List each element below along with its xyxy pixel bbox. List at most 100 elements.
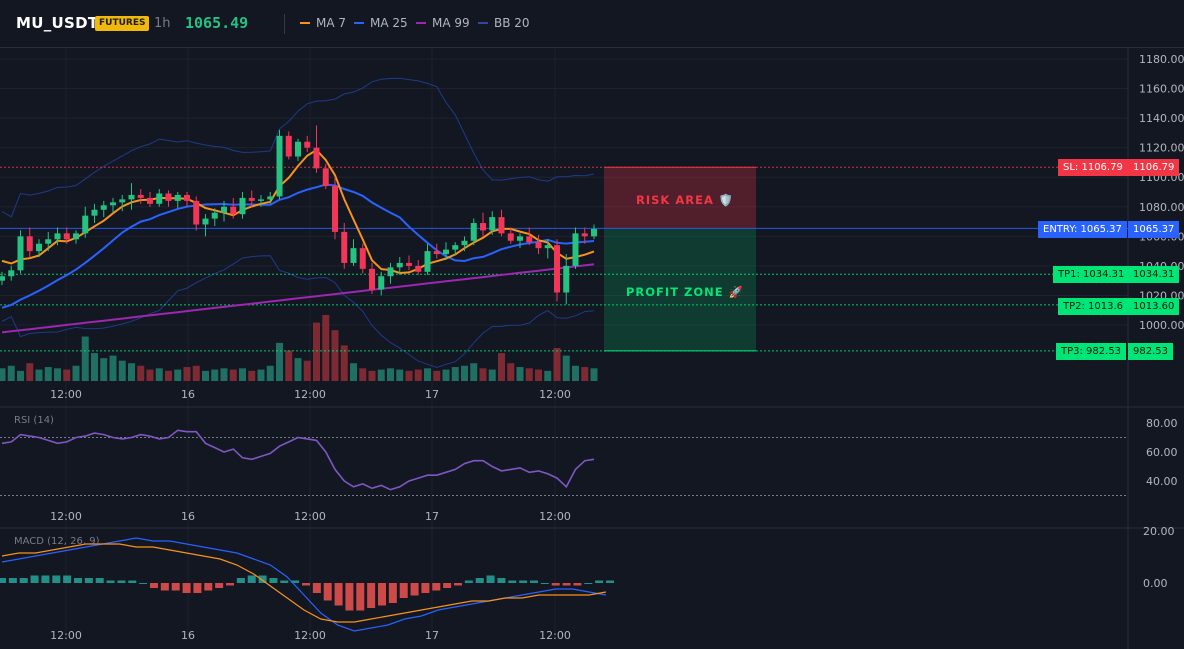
candle-body	[350, 248, 357, 263]
grid-lines	[0, 48, 1184, 649]
time-tick-label: 16	[181, 510, 195, 523]
volume-bar	[442, 369, 450, 381]
macd-histogram-bar	[84, 578, 93, 583]
legend-ma7[interactable]: MA 7	[300, 16, 346, 30]
volume-bar	[572, 365, 579, 381]
volume-bar	[368, 370, 376, 381]
candle-body	[572, 233, 579, 266]
ma99-swatch	[416, 22, 426, 24]
macd-histogram-bar	[595, 580, 604, 583]
macd-histogram-bar	[508, 580, 517, 583]
macd-histogram-bar	[421, 583, 430, 593]
candle-body	[507, 233, 514, 241]
candle-body	[433, 251, 440, 255]
volume-bar	[340, 345, 348, 381]
candle-body	[110, 202, 116, 206]
candle-body	[91, 209, 98, 216]
volume-bar	[479, 368, 487, 381]
candle-body	[406, 262, 412, 266]
bb-lower	[1, 255, 595, 369]
candle-body	[443, 249, 449, 255]
ma99-line	[1, 263, 595, 334]
time-tick-label: 12:00	[50, 510, 82, 523]
legend-ma99[interactable]: MA 99	[416, 16, 470, 30]
candle-body	[82, 215, 89, 234]
macd-histogram-bar	[399, 583, 408, 598]
tp3-label-text: TP3: 982.53	[1061, 346, 1122, 357]
candle-body	[295, 141, 301, 157]
volume-bar	[192, 365, 200, 381]
price-tick-label: 1160.00	[1139, 83, 1184, 96]
symbol-name[interactable]: MU_USDT	[16, 14, 99, 32]
last-price: 1065.49	[185, 14, 249, 32]
bollinger-bands	[1, 77, 595, 369]
candle-body	[369, 268, 375, 290]
legend-bb20[interactable]: BB 20	[478, 16, 530, 30]
macd-histogram-bar	[171, 583, 180, 591]
ma7-line	[1, 148, 595, 275]
volume-bar	[35, 369, 43, 381]
volume-bar	[396, 369, 404, 381]
candle-body	[119, 199, 126, 203]
tp2-price-text: 1013.60	[1133, 301, 1175, 312]
volume-bar	[313, 322, 320, 381]
candle-body	[359, 248, 366, 269]
tp1-price-tag: 1034.31	[1128, 266, 1180, 283]
candle-body	[554, 245, 560, 293]
macd-histogram-bar	[486, 575, 495, 583]
macd-histogram-bar	[215, 583, 224, 588]
volume-bar	[183, 367, 191, 381]
macd-histogram-bar	[302, 583, 310, 586]
volume-bar	[248, 370, 256, 381]
volume-bar	[44, 367, 52, 381]
candle-body	[147, 197, 153, 204]
candle-body	[332, 186, 338, 232]
bb-upper	[1, 77, 595, 218]
timeframe-selector[interactable]: 1h	[154, 16, 171, 31]
legend-ma25[interactable]: MA 25	[354, 16, 408, 30]
candle-body	[248, 197, 255, 201]
macd-histogram-bar	[443, 583, 452, 588]
volume-bar	[276, 342, 283, 381]
macd-histogram-bar	[30, 575, 39, 583]
volume-bar	[516, 367, 524, 381]
macd-tick-label: 0.00	[1143, 577, 1168, 590]
macd-panel: 20.00 0.00	[0, 525, 1175, 632]
candle-body	[26, 236, 33, 252]
candle-body	[544, 245, 551, 249]
time-tick-label: 12:00	[539, 388, 571, 401]
ma7-swatch	[300, 22, 310, 24]
volume-bar	[331, 330, 339, 381]
volume-bar	[146, 369, 154, 381]
volume-bar	[202, 370, 209, 381]
volume-bar	[72, 365, 80, 381]
volume-bar	[562, 355, 570, 381]
candle-body	[276, 135, 283, 197]
macd-histogram-bar	[182, 583, 191, 593]
tp3-price-tag: 982.53	[1128, 343, 1173, 360]
time-tick-label: 12:00	[50, 629, 82, 642]
candle-body	[45, 239, 52, 244]
rsi-line	[1, 429, 595, 491]
time-tick-label: 12:00	[294, 629, 326, 642]
macd-histogram-bar	[236, 578, 245, 583]
candle-body	[341, 231, 348, 263]
candle-body	[378, 276, 385, 290]
legend-ma25-label: MA 25	[370, 16, 408, 30]
candle-body	[387, 267, 394, 277]
entry-label-text: ENTRY: 1065.37	[1043, 224, 1122, 235]
candle-body	[470, 223, 477, 241]
ma25-swatch	[354, 22, 364, 24]
sl-label: SL: 1106.79	[1058, 159, 1128, 176]
candle-body	[452, 245, 459, 250]
volume-bar	[118, 360, 126, 381]
time-tick-label: 17	[425, 510, 439, 523]
macd-histogram-bar	[150, 583, 158, 588]
macd-histogram-bar	[74, 578, 82, 583]
macd-tick-label: 20.00	[1143, 525, 1175, 538]
tp3-label: TP3: 982.53	[1056, 343, 1127, 360]
legend-bb20-label: BB 20	[494, 16, 530, 30]
volume-bar	[17, 370, 24, 381]
chart-header: MU_USDT FUTURES 1h 1065.49 MA 7 MA 25 MA…	[0, 0, 1184, 48]
